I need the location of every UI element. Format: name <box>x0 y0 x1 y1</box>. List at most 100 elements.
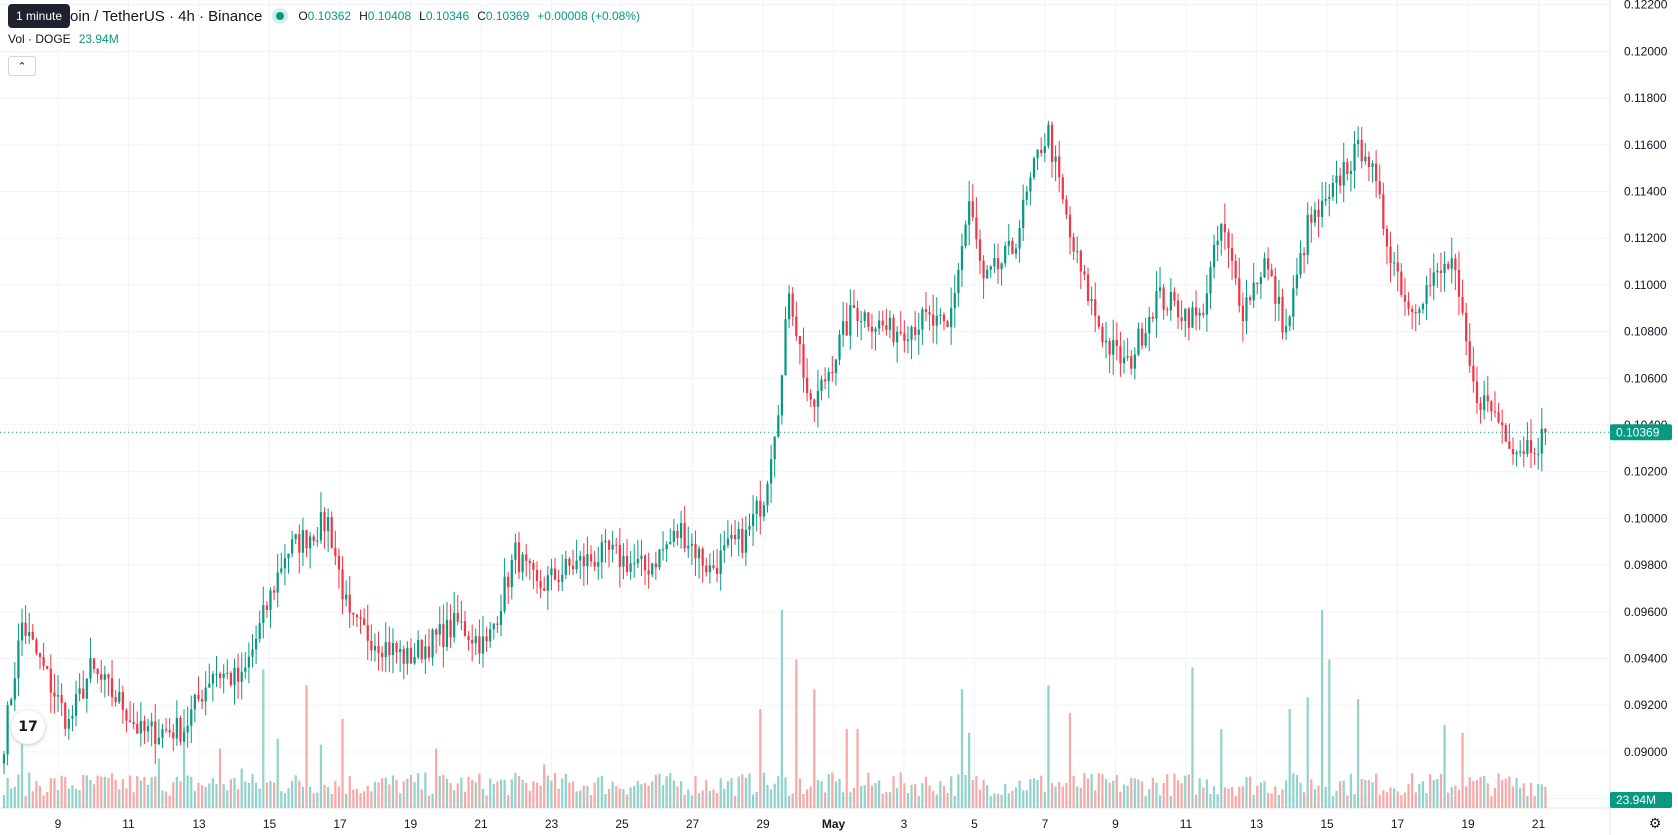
candle-body <box>1465 312 1468 342</box>
volume-bar <box>1047 685 1050 808</box>
volume-bar <box>762 772 766 808</box>
time-tick-label: 11 <box>122 817 135 831</box>
candle-body <box>1436 270 1439 273</box>
candle-body <box>118 691 121 703</box>
candle-body <box>1259 277 1263 285</box>
volume-bar <box>53 778 56 808</box>
volume-bar <box>928 785 931 808</box>
symbol-title[interactable]: oin / TetherUS · 4h · Binance <box>70 7 263 25</box>
volume-bar <box>1360 778 1363 808</box>
candle-body <box>532 563 535 570</box>
volume-bar <box>1137 779 1140 808</box>
candle-body <box>906 339 910 341</box>
volume-bar <box>269 781 272 808</box>
volume-bar <box>525 782 528 808</box>
volume-bar <box>96 775 99 808</box>
volume-bar <box>1220 728 1223 808</box>
volume-bar <box>697 793 701 808</box>
candle-body <box>258 623 261 639</box>
candle-body <box>1274 276 1277 304</box>
volume-bar <box>363 791 366 808</box>
tradingview-logo-icon[interactable]: 17 <box>11 710 45 744</box>
volume-bar <box>272 782 276 808</box>
candle-body <box>986 269 989 279</box>
volume-bar <box>640 784 643 808</box>
candle-body <box>42 656 45 667</box>
candle-body <box>568 558 571 566</box>
volume-bar <box>1036 779 1039 808</box>
volume-bar <box>950 776 953 808</box>
candle-body <box>773 436 776 460</box>
candle-body <box>1497 412 1500 423</box>
time-tick-label: 11 <box>1180 817 1193 831</box>
candle-body <box>860 321 863 323</box>
volume-bar <box>1270 793 1273 808</box>
candle-body <box>1079 251 1082 272</box>
candle-body <box>2 754 6 764</box>
volume-bar <box>787 795 791 808</box>
candle-body <box>557 579 560 582</box>
candle-body <box>330 517 333 548</box>
volume-bar <box>957 774 960 808</box>
candle-body <box>128 720 132 723</box>
candle-body <box>309 536 312 549</box>
volume-bar <box>946 793 949 808</box>
candle-body <box>290 539 294 554</box>
candle-body <box>442 624 445 647</box>
volume-bar <box>1104 779 1108 808</box>
gear-icon[interactable]: ⚙ <box>1648 816 1662 832</box>
candle-body <box>1194 307 1198 316</box>
volume-bar <box>625 794 629 808</box>
candle-body <box>957 269 960 294</box>
candle-body <box>1058 156 1061 178</box>
candle-body <box>932 314 935 326</box>
volume-bar <box>514 772 517 808</box>
volume-bar <box>218 748 222 808</box>
candle-body <box>539 581 542 589</box>
volume-bar <box>798 778 802 808</box>
candle-body <box>820 379 823 391</box>
volume-bar <box>1353 794 1356 808</box>
volume-bar <box>236 789 240 808</box>
collapse-legend-button[interactable]: ⌃ <box>8 56 36 76</box>
candle-body <box>625 555 629 572</box>
volume-bar <box>175 776 178 808</box>
candle-body <box>413 657 416 664</box>
candle-body <box>1180 317 1183 321</box>
volume-bar <box>283 793 287 808</box>
volume-bar <box>496 781 499 808</box>
candle-body <box>1522 451 1525 454</box>
volume-bar <box>1468 777 1471 808</box>
volume-bar <box>1501 780 1504 808</box>
volume-bar <box>1447 792 1450 808</box>
time-tick-label: 5 <box>971 817 978 831</box>
candle-body <box>809 393 812 400</box>
candle-body <box>1011 240 1014 254</box>
volume-bar <box>420 789 423 808</box>
candle-body <box>687 545 690 549</box>
volume-bar <box>233 777 236 808</box>
volume-bar <box>1342 780 1345 808</box>
volume-bar <box>1083 772 1086 808</box>
volume-bar <box>1306 697 1309 808</box>
candle-body <box>769 459 773 484</box>
candle-body <box>402 648 405 664</box>
volume-bar <box>481 788 485 808</box>
volume-bar <box>485 795 488 808</box>
volume-bar <box>1018 780 1021 808</box>
volume-bar <box>1465 786 1468 808</box>
candle-body <box>200 698 204 702</box>
volume-bar <box>13 786 16 808</box>
time-tick-label: 13 <box>192 817 206 831</box>
volume-bar <box>629 787 632 808</box>
candle-body <box>53 692 56 697</box>
candle-body <box>582 556 585 567</box>
candle-body <box>1454 258 1457 270</box>
candle-body <box>146 726 150 732</box>
candle-body <box>950 308 953 328</box>
volume-bar <box>546 775 549 808</box>
market-status-icon[interactable] <box>272 8 289 24</box>
candle-body <box>373 645 377 651</box>
volume-bar <box>571 781 575 808</box>
